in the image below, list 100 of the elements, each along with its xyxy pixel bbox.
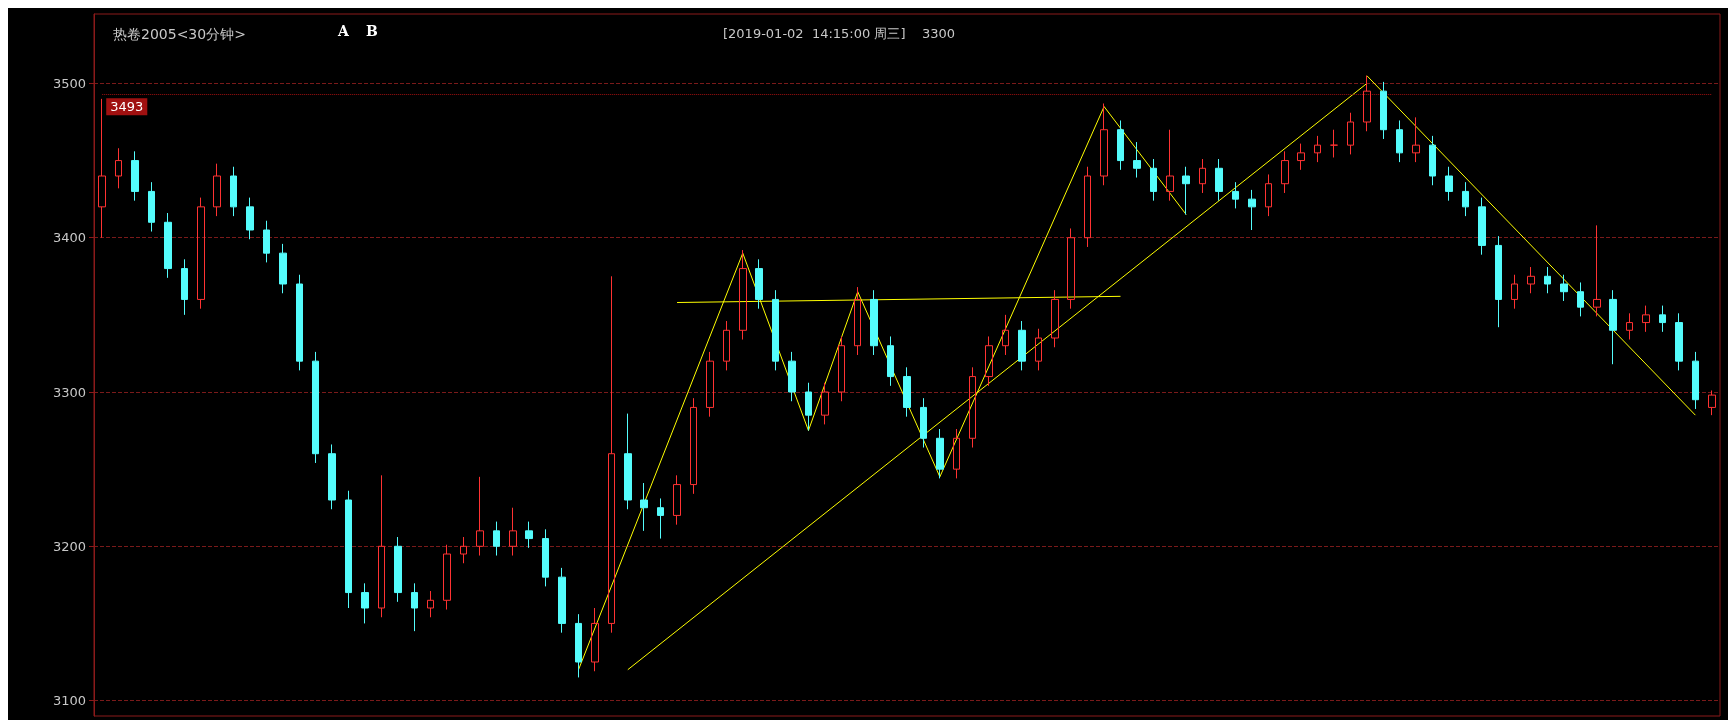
candlestick (788, 351, 796, 402)
candlestick (1511, 274, 1518, 310)
text: 热卷2005<30分钟> (113, 26, 246, 42)
candlestick (1215, 158, 1223, 202)
candlestick (328, 443, 336, 510)
candlestick (772, 289, 779, 371)
candlestick (1675, 312, 1683, 371)
candlestick (1429, 135, 1436, 186)
candlestick (443, 544, 451, 611)
y-tick-label: 3200 (52, 538, 86, 554)
candlestick (1199, 158, 1206, 194)
candlestick (920, 397, 927, 449)
candlestick (1265, 173, 1272, 217)
candlestick (1248, 189, 1256, 231)
candlestick (1544, 266, 1551, 294)
candlestick (1527, 266, 1535, 294)
candlestick (1232, 181, 1239, 209)
candlestick (985, 335, 993, 387)
candlestick (969, 366, 976, 449)
candlestick (181, 258, 188, 316)
candlestick (1560, 274, 1568, 302)
candlestick (1067, 227, 1075, 310)
candlestick (1363, 75, 1371, 132)
candlestick (476, 476, 484, 557)
candlestick (903, 366, 911, 418)
candlestick (1051, 289, 1059, 348)
candlestick (98, 98, 106, 239)
candlestick (1593, 224, 1601, 317)
candlestick (575, 613, 582, 678)
candlestick (1396, 119, 1403, 163)
candlestick (1412, 116, 1420, 163)
candlestick (1626, 312, 1633, 341)
candlestick (739, 249, 747, 341)
candlestick (558, 567, 566, 634)
candlestick (1708, 389, 1716, 416)
y-tick-label: 3300 (52, 384, 86, 400)
candlestick (1018, 320, 1026, 371)
candlestick (673, 474, 681, 526)
candlestick (1297, 143, 1305, 171)
candlestick (246, 197, 254, 240)
candlestick (131, 150, 139, 202)
candlestick (197, 197, 205, 310)
annotation: A (337, 23, 350, 39)
candlestick (624, 413, 632, 510)
candlestick (1281, 150, 1289, 194)
candlestick (279, 243, 287, 294)
candlestick (345, 490, 352, 609)
candlestick (525, 521, 533, 549)
candlestick (1035, 328, 1042, 371)
candlestick (1314, 135, 1321, 163)
y-tick-label: 3400 (52, 230, 86, 246)
candlestick (1150, 158, 1157, 202)
candlestick (608, 275, 615, 634)
candlestick (1166, 129, 1174, 202)
candlestick (1133, 141, 1141, 179)
candlestick (1462, 181, 1469, 217)
candlestick (1330, 129, 1338, 158)
candlestick (230, 166, 237, 217)
candlestick (953, 428, 960, 479)
candlestick (690, 397, 697, 495)
candlestick (1002, 314, 1009, 356)
annotation: B (366, 23, 378, 39)
candlestick (1692, 351, 1699, 410)
candlestick (870, 289, 878, 356)
candlestick (312, 351, 319, 464)
candlestick (1495, 235, 1502, 328)
candlestick (1380, 81, 1387, 140)
candlestick (1117, 119, 1124, 171)
candlestick (213, 163, 221, 217)
candlestick (164, 212, 172, 279)
candlestick (887, 335, 894, 387)
candlestick (936, 428, 944, 479)
candlestick (460, 536, 467, 564)
candlestick (1100, 102, 1108, 186)
candlestick (591, 607, 599, 672)
y-tick-label: 3100 (52, 693, 86, 709)
candlestick (263, 220, 270, 263)
candlestick (723, 320, 730, 371)
candlestick (1347, 112, 1354, 155)
candlestick (427, 590, 434, 618)
candlestick (1577, 281, 1584, 317)
candlestick (706, 351, 714, 418)
candlestick (493, 521, 500, 557)
candlestick (1642, 305, 1650, 333)
candlestick (1478, 197, 1486, 256)
candlestick (361, 582, 369, 624)
candlestick (1609, 289, 1617, 365)
text: [2019-01-02 14:15:00 周三] 3300 (723, 26, 956, 41)
candlestick (1182, 166, 1190, 216)
candlestick (509, 507, 517, 557)
y-tick-label: 3500 (52, 75, 86, 91)
candlestick (115, 147, 122, 189)
candlestick (1084, 166, 1091, 248)
candlestick (640, 482, 648, 532)
candlestick (854, 286, 861, 356)
candlestick (838, 335, 845, 402)
candlestick (1445, 166, 1453, 202)
candlestick (657, 497, 664, 540)
ref-line-label: 3493 (110, 99, 144, 115)
candlestick (755, 258, 763, 310)
